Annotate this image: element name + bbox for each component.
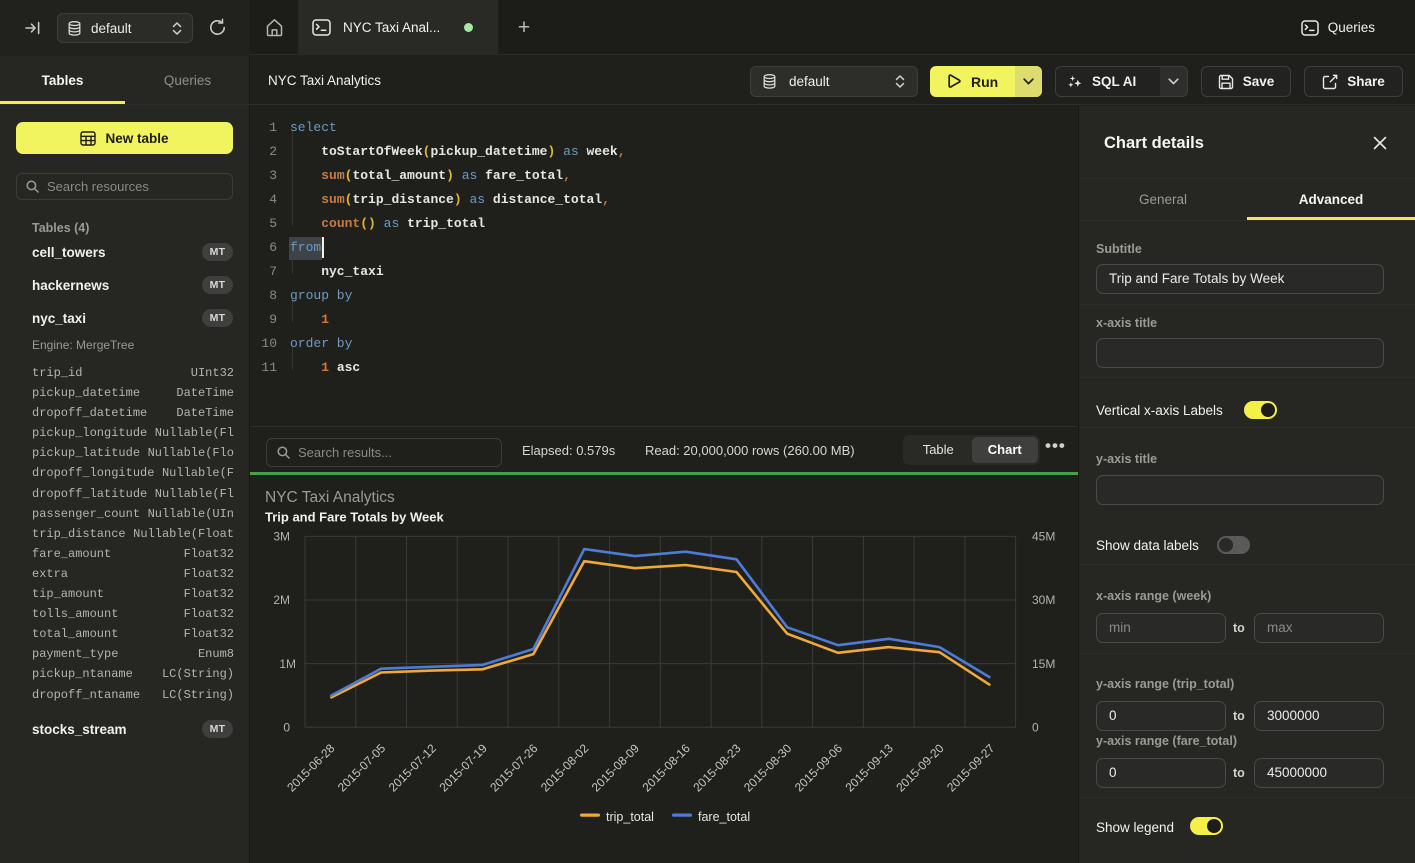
svg-text:1M: 1M [279, 657, 296, 671]
svg-text:2015-07-05: 2015-07-05 [335, 741, 389, 795]
svg-text:2015-09-06: 2015-09-06 [792, 741, 846, 795]
svg-text:2015-06-28: 2015-06-28 [284, 741, 338, 795]
svg-text:45M: 45M [1032, 530, 1055, 544]
svg-text:15M: 15M [1032, 657, 1055, 671]
svg-text:0: 0 [283, 720, 290, 734]
svg-text:0: 0 [1032, 720, 1039, 734]
svg-text:2015-09-27: 2015-09-27 [944, 741, 998, 795]
svg-text:2015-08-09: 2015-08-09 [589, 741, 643, 795]
svg-text:2015-07-26: 2015-07-26 [487, 741, 541, 795]
svg-text:2015-08-30: 2015-08-30 [741, 741, 795, 795]
svg-text:NYC Taxi Analytics: NYC Taxi Analytics [265, 489, 395, 506]
svg-text:2M: 2M [273, 593, 290, 607]
svg-text:3M: 3M [273, 530, 290, 544]
svg-text:2015-07-19: 2015-07-19 [437, 741, 491, 795]
svg-text:2015-08-16: 2015-08-16 [640, 741, 694, 795]
svg-text:2015-07-12: 2015-07-12 [386, 741, 440, 795]
svg-text:2015-09-13: 2015-09-13 [843, 741, 897, 795]
svg-text:trip_total: trip_total [606, 810, 654, 824]
svg-text:30M: 30M [1032, 593, 1055, 607]
svg-text:2015-09-20: 2015-09-20 [893, 741, 947, 795]
svg-text:2015-08-02: 2015-08-02 [538, 741, 592, 795]
svg-text:fare_total: fare_total [698, 810, 750, 824]
svg-text:Trip and Fare Totals by Week: Trip and Fare Totals by Week [265, 510, 444, 525]
svg-text:2015-08-23: 2015-08-23 [690, 741, 744, 795]
